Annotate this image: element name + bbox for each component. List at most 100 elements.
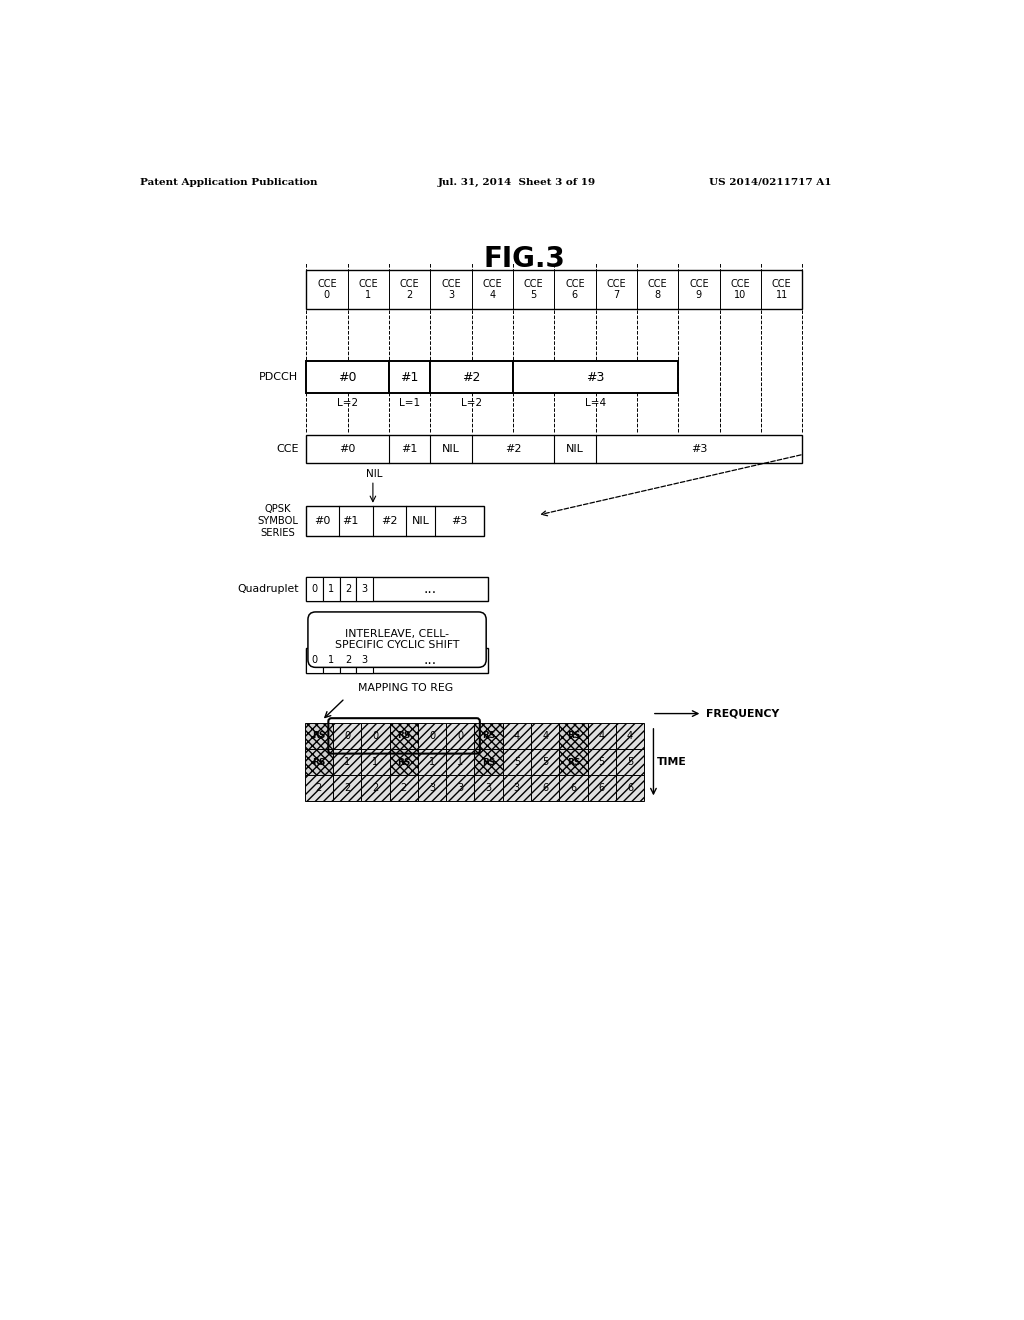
FancyBboxPatch shape bbox=[308, 612, 486, 668]
Bar bbox=[559, 748, 588, 775]
Text: 4: 4 bbox=[542, 731, 548, 741]
Text: 3: 3 bbox=[429, 783, 435, 793]
Text: 6: 6 bbox=[542, 783, 548, 793]
Bar bbox=[361, 775, 389, 801]
Bar bbox=[356, 648, 373, 673]
Text: 4: 4 bbox=[514, 731, 520, 741]
Bar bbox=[323, 648, 340, 673]
Bar bbox=[389, 723, 418, 748]
Text: #2: #2 bbox=[381, 516, 397, 527]
Text: 5: 5 bbox=[599, 758, 605, 767]
Text: FREQUENCY: FREQUENCY bbox=[707, 709, 779, 718]
Bar bbox=[446, 723, 474, 748]
Text: 5: 5 bbox=[514, 758, 520, 767]
Text: 2: 2 bbox=[345, 583, 351, 594]
Bar bbox=[446, 775, 474, 801]
Bar bbox=[418, 775, 446, 801]
Bar bbox=[306, 648, 487, 673]
Text: NIL: NIL bbox=[412, 516, 429, 527]
Text: #0: #0 bbox=[338, 371, 356, 384]
Bar bbox=[559, 775, 588, 801]
Text: RS: RS bbox=[312, 758, 326, 767]
Text: #2: #2 bbox=[463, 371, 481, 384]
Bar bbox=[503, 775, 531, 801]
Text: RS: RS bbox=[312, 731, 326, 741]
Text: #1: #1 bbox=[401, 444, 418, 454]
Text: #1: #1 bbox=[342, 516, 358, 527]
Text: 2: 2 bbox=[373, 783, 379, 793]
Bar bbox=[306, 507, 484, 536]
Text: INTERLEAVE, CELL-
SPECIFIC CYCLIC SHIFT: INTERLEAVE, CELL- SPECIFIC CYCLIC SHIFT bbox=[335, 628, 459, 651]
Bar bbox=[356, 577, 373, 601]
Bar bbox=[323, 577, 340, 601]
Bar bbox=[306, 648, 323, 673]
Bar bbox=[333, 723, 361, 748]
Text: MAPPING TO REG: MAPPING TO REG bbox=[358, 684, 454, 693]
Text: 3: 3 bbox=[361, 656, 368, 665]
Text: #2: #2 bbox=[505, 444, 521, 454]
Text: 3: 3 bbox=[458, 783, 463, 793]
Text: CCE
6: CCE 6 bbox=[565, 279, 585, 300]
Text: ...: ... bbox=[424, 582, 437, 595]
Bar bbox=[588, 748, 615, 775]
Bar bbox=[474, 723, 503, 748]
Text: 4: 4 bbox=[627, 731, 633, 741]
Text: 1: 1 bbox=[429, 758, 435, 767]
Bar bbox=[361, 748, 389, 775]
Text: 2: 2 bbox=[315, 783, 322, 793]
Text: #0: #0 bbox=[339, 444, 355, 454]
Text: NIL: NIL bbox=[566, 444, 584, 454]
Text: #3: #3 bbox=[691, 444, 708, 454]
Text: 3: 3 bbox=[514, 783, 520, 793]
Bar bbox=[418, 723, 446, 748]
Text: #3: #3 bbox=[452, 516, 468, 527]
Text: 0: 0 bbox=[311, 656, 317, 665]
Text: RS: RS bbox=[397, 758, 411, 767]
Text: L=1: L=1 bbox=[399, 397, 420, 408]
Text: L=2: L=2 bbox=[337, 397, 358, 408]
Text: 2: 2 bbox=[400, 783, 407, 793]
Text: 1: 1 bbox=[328, 656, 334, 665]
Text: CCE
5: CCE 5 bbox=[523, 279, 544, 300]
Bar bbox=[340, 648, 356, 673]
Text: 3: 3 bbox=[485, 783, 492, 793]
Text: Quadruplet: Quadruplet bbox=[237, 583, 299, 594]
Bar bbox=[503, 723, 531, 748]
Bar bbox=[474, 775, 503, 801]
Text: CCE
3: CCE 3 bbox=[441, 279, 461, 300]
Bar bbox=[615, 748, 644, 775]
Bar bbox=[306, 434, 802, 462]
Text: CCE: CCE bbox=[276, 444, 299, 454]
Bar bbox=[389, 775, 418, 801]
Text: 4: 4 bbox=[599, 731, 605, 741]
Text: TIME: TIME bbox=[657, 758, 687, 767]
Text: CCE
9: CCE 9 bbox=[689, 279, 709, 300]
Text: 0: 0 bbox=[458, 731, 463, 741]
Text: ...: ... bbox=[424, 653, 437, 668]
Bar bbox=[513, 360, 678, 393]
Bar bbox=[306, 360, 389, 393]
Bar bbox=[615, 775, 644, 801]
Bar bbox=[418, 748, 446, 775]
Text: 0: 0 bbox=[373, 731, 379, 741]
Text: L=4: L=4 bbox=[585, 397, 606, 408]
Bar bbox=[559, 723, 588, 748]
Bar bbox=[531, 748, 559, 775]
Text: Jul. 31, 2014  Sheet 3 of 19: Jul. 31, 2014 Sheet 3 of 19 bbox=[438, 178, 596, 186]
Bar bbox=[305, 748, 333, 775]
Bar bbox=[389, 748, 418, 775]
Text: 0: 0 bbox=[311, 583, 317, 594]
Text: FIG.3: FIG.3 bbox=[484, 244, 565, 272]
Bar bbox=[389, 360, 430, 393]
Text: 5: 5 bbox=[627, 758, 633, 767]
Bar bbox=[306, 577, 487, 601]
Text: RS: RS bbox=[482, 731, 496, 741]
Bar bbox=[305, 723, 333, 748]
Bar bbox=[361, 723, 389, 748]
Bar bbox=[503, 748, 531, 775]
Bar bbox=[306, 271, 802, 309]
Text: RS: RS bbox=[482, 758, 496, 767]
Text: CCE
7: CCE 7 bbox=[606, 279, 626, 300]
Text: 6: 6 bbox=[599, 783, 605, 793]
Text: 5: 5 bbox=[542, 758, 548, 767]
